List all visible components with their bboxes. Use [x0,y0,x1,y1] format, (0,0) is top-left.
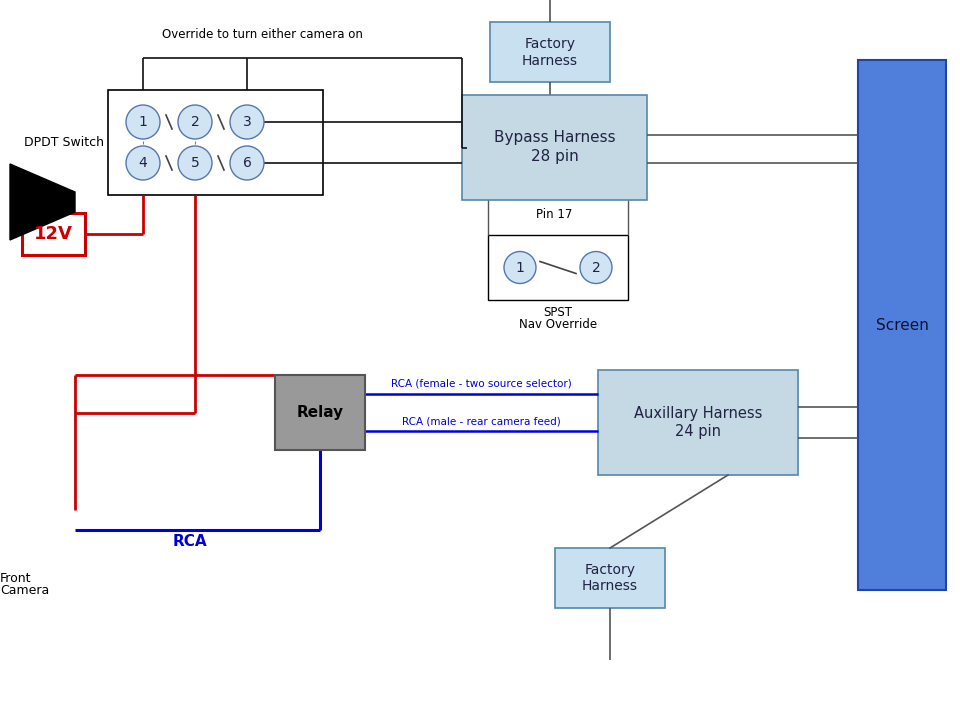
Text: Front: Front [0,572,32,585]
Circle shape [230,146,264,180]
Text: 1: 1 [516,261,524,274]
Text: Screen: Screen [876,318,928,333]
FancyBboxPatch shape [108,90,323,195]
Text: RCA (male - rear camera feed): RCA (male - rear camera feed) [402,417,561,426]
Text: DPDT Switch: DPDT Switch [24,136,104,149]
Text: 6: 6 [243,156,252,170]
Text: Camera: Camera [0,585,49,598]
Text: Bypass Harness: Bypass Harness [493,130,615,145]
Text: 4: 4 [138,156,148,170]
FancyBboxPatch shape [490,22,610,82]
FancyBboxPatch shape [22,213,85,255]
Circle shape [230,105,264,139]
Circle shape [580,251,612,284]
FancyBboxPatch shape [275,375,365,450]
Text: 1: 1 [138,115,148,129]
Text: SPST: SPST [543,305,572,318]
Text: Relay: Relay [297,405,344,420]
FancyBboxPatch shape [488,235,628,300]
Circle shape [126,105,160,139]
Text: Override to turn either camera on: Override to turn either camera on [162,28,363,41]
Text: RCA: RCA [173,534,207,549]
Text: Auxillary Harness: Auxillary Harness [634,406,762,421]
FancyBboxPatch shape [555,548,665,608]
Text: Pin 17: Pin 17 [537,207,573,220]
Text: 2: 2 [591,261,600,274]
Text: 12V: 12V [34,225,73,243]
Text: Harness: Harness [582,579,638,593]
Polygon shape [10,164,75,240]
Text: 24 pin: 24 pin [675,424,721,439]
Text: Factory: Factory [524,37,575,51]
FancyBboxPatch shape [598,370,798,475]
Text: 3: 3 [243,115,252,129]
Circle shape [504,251,536,284]
FancyBboxPatch shape [462,95,647,200]
Text: 2: 2 [191,115,200,129]
Text: Factory: Factory [585,563,636,577]
Text: 28 pin: 28 pin [531,149,578,164]
Text: 5: 5 [191,156,200,170]
Text: Nav Override: Nav Override [519,318,597,331]
Circle shape [126,146,160,180]
Circle shape [178,146,212,180]
FancyBboxPatch shape [858,60,946,590]
Text: RCA (female - two source selector): RCA (female - two source selector) [391,379,572,388]
Text: Harness: Harness [522,54,578,68]
Circle shape [178,105,212,139]
